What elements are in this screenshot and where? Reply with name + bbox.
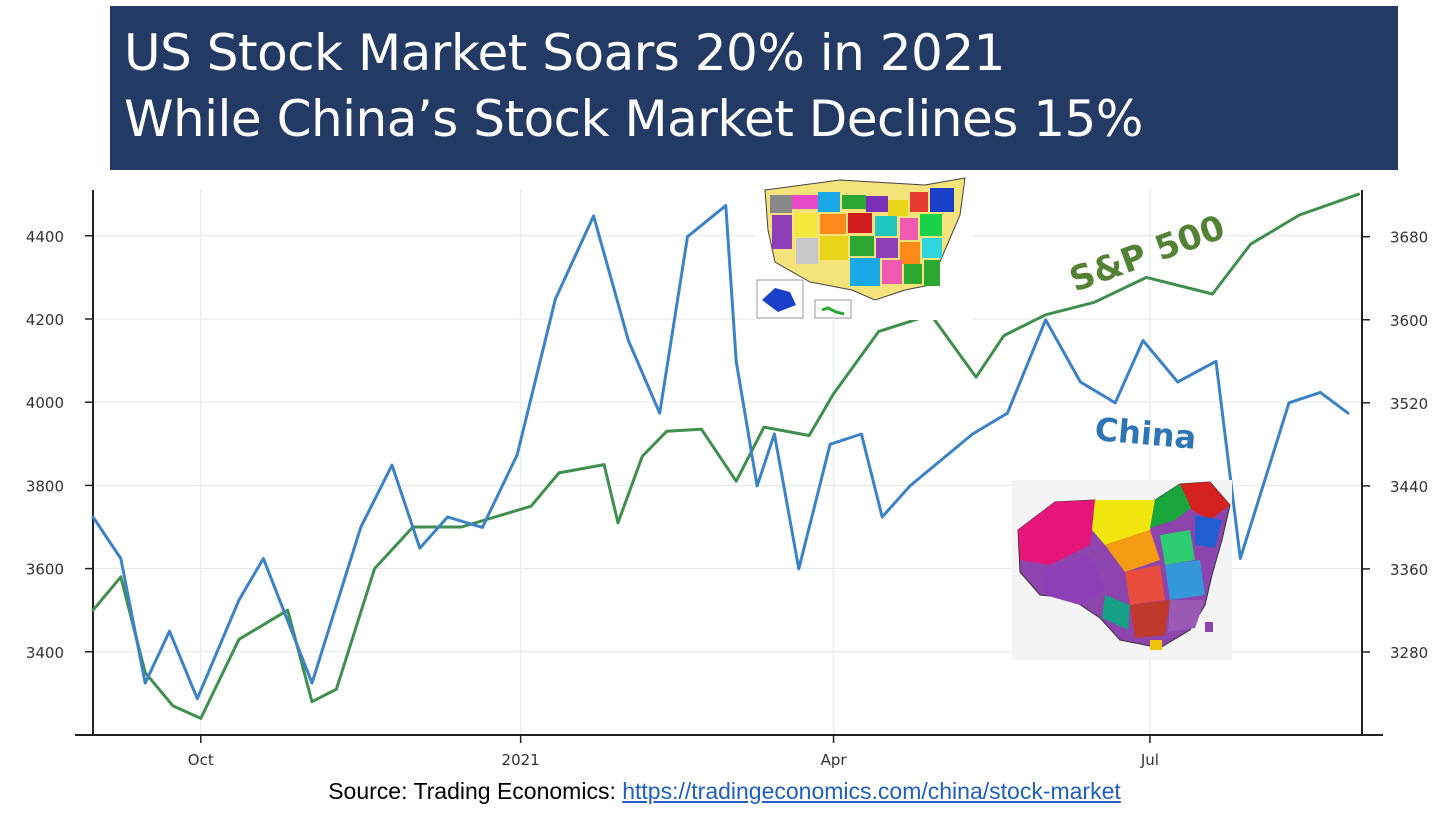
x-axis-tick-label: Oct <box>188 751 214 769</box>
title-banner: US Stock Market Soars 20% in 2021 While … <box>110 6 1398 170</box>
us-states-map-icon <box>755 170 973 320</box>
x-axis-tick-label: Apr <box>821 751 848 769</box>
chart-tick-labels: 3400 3600 3800 4000 4200 4400 3280 3360 3440 3520… <box>26 228 1428 769</box>
sp500-series-label: S&P 500 <box>1064 208 1230 301</box>
chart-axes <box>75 190 1383 743</box>
left-axis-tick-label: 3600 <box>26 561 64 579</box>
left-axis-tick-label: 4200 <box>26 311 64 329</box>
chart-series-lines <box>91 192 1360 720</box>
left-axis-tick-label: 4000 <box>26 394 64 412</box>
right-axis-tick-label: 3520 <box>1390 395 1428 413</box>
china-series-label: China <box>1093 410 1198 457</box>
left-axis-tick-label: 4400 <box>26 228 64 246</box>
title-line-1: US Stock Market Soars 20% in 2021 <box>124 24 1006 82</box>
right-axis-tick-label: 3440 <box>1390 478 1428 496</box>
china-series-line <box>91 204 1350 701</box>
sp500-series-line <box>91 192 1360 720</box>
right-axis-tick-label: 3680 <box>1390 229 1428 247</box>
x-axis-tick-label: Jul <box>1140 751 1159 769</box>
right-axis-tick-label: 3360 <box>1390 561 1428 579</box>
right-axis-tick-label: 3280 <box>1390 644 1428 662</box>
left-axis-tick-label: 3800 <box>26 477 64 495</box>
x-axis-tick-label: 2021 <box>502 751 540 769</box>
source-link[interactable]: https://tradingeconomics.com/china/stock… <box>622 778 1121 804</box>
left-axis-tick-label: 3400 <box>26 644 64 662</box>
china-provinces-map-icon <box>1012 480 1232 660</box>
title-line-2: While China’s Stock Market Declines 15% <box>124 90 1143 148</box>
stock-market-chart: 3400 3600 3800 4000 4200 4400 3280 3360 3440 3520… <box>26 170 1428 769</box>
right-axis-tick-label: 3600 <box>1390 312 1428 330</box>
source-prefix: Source: Trading Economics: <box>328 778 623 804</box>
source-citation: Source: Trading Economics: https://tradi… <box>0 778 1449 805</box>
